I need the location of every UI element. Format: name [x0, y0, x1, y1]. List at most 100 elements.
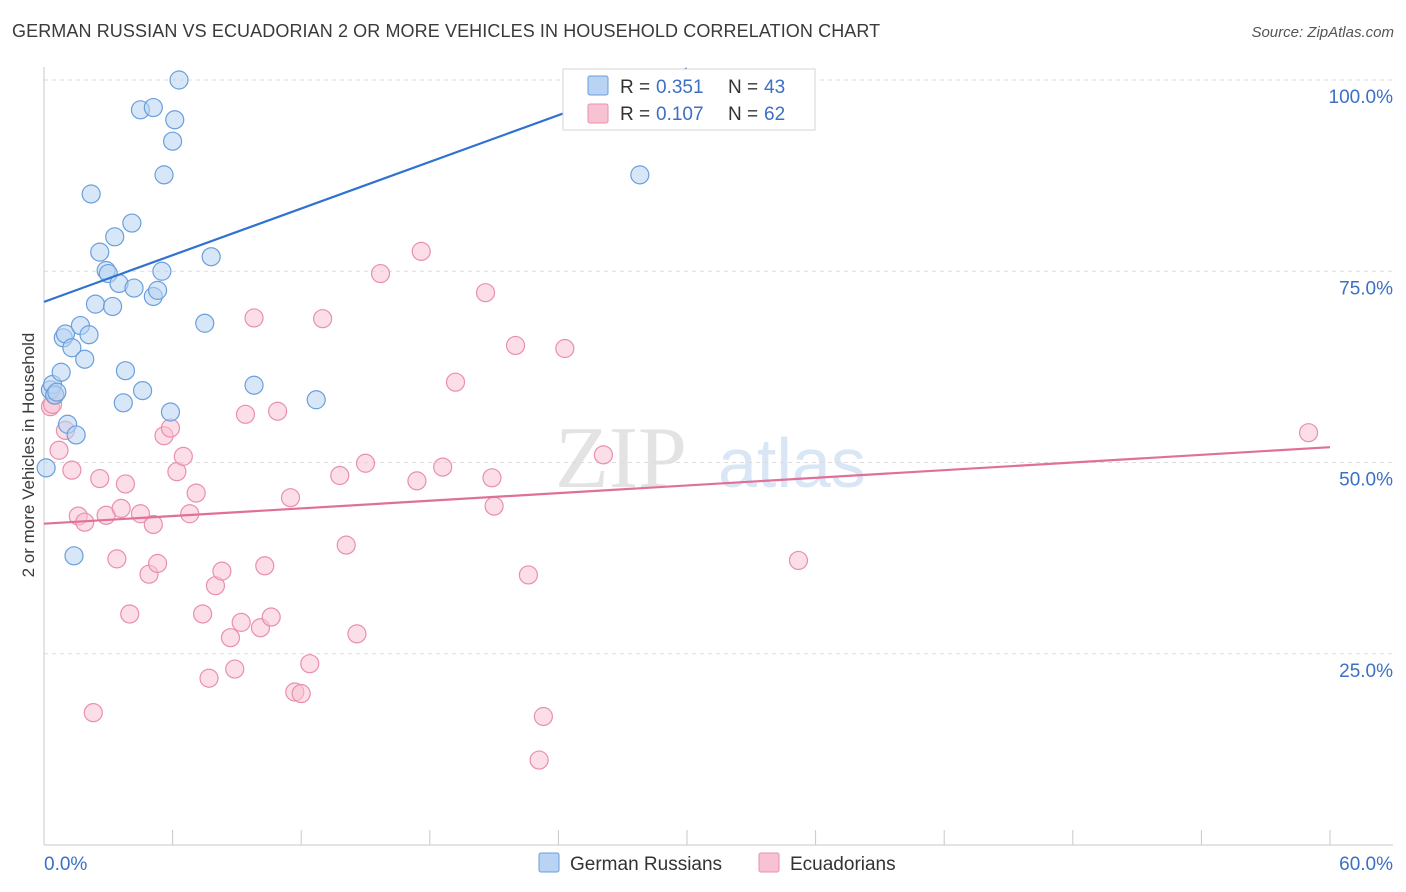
series-german-russians [36, 70, 650, 566]
ecuadorian-point [268, 401, 288, 421]
stats-legend: R = 0.351 N = 43 R = 0.107 N = 62 [562, 68, 816, 131]
german-russian-point [132, 380, 153, 401]
german-russian-point [64, 546, 84, 566]
ecuadorian-point [199, 668, 219, 688]
ecuadorian-point [533, 706, 553, 727]
ecuadorian-point [212, 561, 232, 581]
stats-n-value: 62 [764, 104, 785, 125]
german-russian-point [244, 375, 264, 395]
y-tick-label: 50.0% [1339, 470, 1393, 491]
ecuadorian-point [120, 604, 140, 624]
stats-n-label: N = [728, 77, 758, 98]
ecuadorian-point [115, 474, 136, 494]
axes [43, 67, 1393, 846]
german-russian-point [122, 213, 142, 233]
ecuadorian-point [147, 553, 168, 574]
german-russian-point [62, 338, 82, 358]
ecuadorian-point [518, 565, 538, 585]
ecuadorian-point [475, 283, 496, 303]
ecuadorian-point [445, 372, 466, 392]
stats-swatch-ecuadorians [587, 103, 609, 124]
german-russian-point [160, 402, 181, 422]
ecuadorian-point [107, 549, 127, 569]
ecuadorian-point [193, 604, 213, 624]
german-russian-point [306, 390, 326, 410]
german-russian-point [115, 361, 136, 381]
ecuadorian-point [280, 488, 301, 508]
ecuadorian-point [355, 453, 376, 473]
ecuadorian-point [336, 535, 356, 555]
ecuadorian-point [407, 471, 427, 491]
y-tick-label: 25.0% [1339, 661, 1393, 682]
watermark-zip: ZIP [555, 410, 687, 507]
source-note: Source: ZipAtlas.com [1251, 24, 1394, 41]
german-russian-point [102, 296, 123, 317]
gridlines [44, 79, 1393, 655]
ecuadorian-point [244, 308, 264, 328]
german-russian-point [152, 261, 172, 281]
german-russian-point [201, 247, 221, 267]
german-russian-point [630, 165, 650, 185]
x-tick-label: 60.0% [1339, 854, 1393, 875]
ecuadorian-point [291, 683, 311, 704]
ecuadorian-point [484, 496, 504, 516]
legend-swatch-ecuadorians [758, 852, 780, 873]
german-russian-point [163, 131, 183, 151]
german-russian-point [51, 362, 71, 382]
ecuadorian-point [49, 440, 69, 460]
german-russian-point [85, 294, 106, 314]
x-tick-labels: 0.0% 60.0% [44, 854, 1393, 875]
y-axis-label: 2 or more Vehicles in Household [19, 333, 38, 578]
stats-r-label: R = [620, 77, 650, 98]
ecuadorian-point [593, 445, 614, 465]
german-russian-point [36, 458, 56, 478]
german-russian-point [165, 110, 185, 130]
ecuadorian-point [482, 468, 502, 488]
x-tick-label: 0.0% [44, 854, 87, 875]
german-russian-point [105, 227, 125, 247]
ecuadorian-point [111, 498, 131, 518]
trend-lines [43, 67, 1331, 525]
ecuadorian-point [90, 468, 110, 489]
ecuadorian-point [225, 659, 245, 679]
german-russian-point [124, 278, 144, 298]
ecuadorian-point [330, 465, 350, 486]
y-tick-label: 100.0% [1329, 87, 1394, 108]
y-tick-labels: 25.0% 50.0% 75.0% 100.0% [1329, 87, 1394, 682]
ecuadorian-point [255, 556, 275, 576]
german-russian-point [90, 242, 110, 262]
german-russian-point [195, 313, 215, 333]
ecuadorian-point [261, 607, 281, 627]
stats-swatch-german-russians [587, 75, 609, 96]
y-tick-label: 75.0% [1339, 278, 1393, 299]
german-russian-point [81, 184, 101, 204]
german-russian-point [169, 70, 189, 90]
ecuadorian-point [62, 460, 82, 480]
legend-swatch-german-russians [538, 852, 560, 873]
german-russian-point [75, 349, 95, 369]
watermark: ZIP atlas [555, 410, 866, 507]
ecuadorian-point [370, 263, 391, 284]
ecuadorian-point [83, 703, 103, 723]
series-legend: German Russians Ecuadorians [538, 852, 896, 875]
german-russian-point [143, 97, 163, 118]
ecuadorian-point [347, 624, 367, 644]
stats-n-label: N = [728, 104, 758, 125]
ecuadorian-point [160, 418, 181, 438]
stats-r-label: R = [620, 104, 650, 125]
ecuadorian-point [529, 750, 549, 770]
legend-label-german-russians: German Russians [570, 854, 722, 875]
ecuadorian-point [788, 550, 809, 571]
ecuadorian-point [555, 338, 575, 359]
ecuadorian-point [231, 612, 251, 632]
ecuadorian-point [411, 241, 431, 261]
ecuadorian-point [143, 514, 163, 535]
ecuadorian-point [313, 309, 333, 329]
ecuadorian-point [186, 483, 206, 503]
ecuadorian-point [173, 446, 193, 466]
trend-line-ecuadorians [43, 446, 1331, 525]
ecuadorian-point [433, 457, 453, 477]
german-russian-point [47, 382, 67, 402]
stats-r-value: 0.107 [656, 104, 704, 125]
